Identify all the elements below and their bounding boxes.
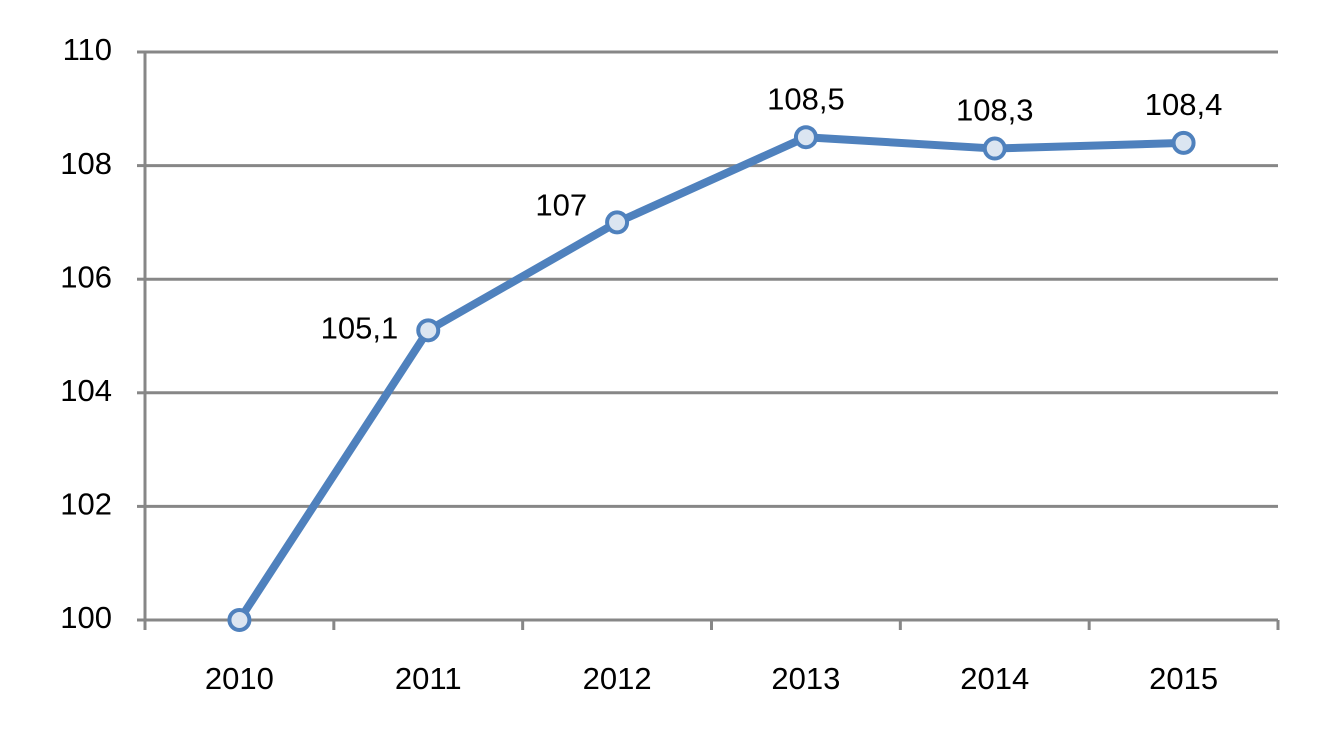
y-tick-label: 104 (60, 373, 112, 408)
y-tick-label: 100 (60, 600, 112, 635)
marker (416, 318, 441, 343)
x-tick-label: 2014 (960, 661, 1029, 696)
data-label: 105,1 (321, 311, 399, 346)
data-label: 108,3 (956, 93, 1034, 128)
data-label: 107 (535, 188, 587, 223)
y-tick-label: 106 (60, 259, 112, 294)
y-tick-label: 108 (60, 146, 112, 181)
marker (605, 210, 630, 235)
y-tick-label: 102 (60, 487, 112, 522)
data-label: 108,4 (1145, 87, 1223, 122)
x-tick-label: 2012 (583, 661, 652, 696)
marker (227, 608, 252, 632)
line (236, 133, 1184, 623)
data-label: 108,5 (767, 81, 845, 116)
marker (1171, 130, 1196, 155)
x-tick-label: 2011 (395, 661, 462, 696)
x-tick-label: 2013 (771, 661, 840, 696)
marker (982, 136, 1007, 161)
y-tick-label: 110 (63, 32, 112, 67)
x-tick-label: 2015 (1149, 661, 1218, 696)
marker (793, 125, 818, 150)
x-tick-label: 2010 (205, 661, 274, 696)
